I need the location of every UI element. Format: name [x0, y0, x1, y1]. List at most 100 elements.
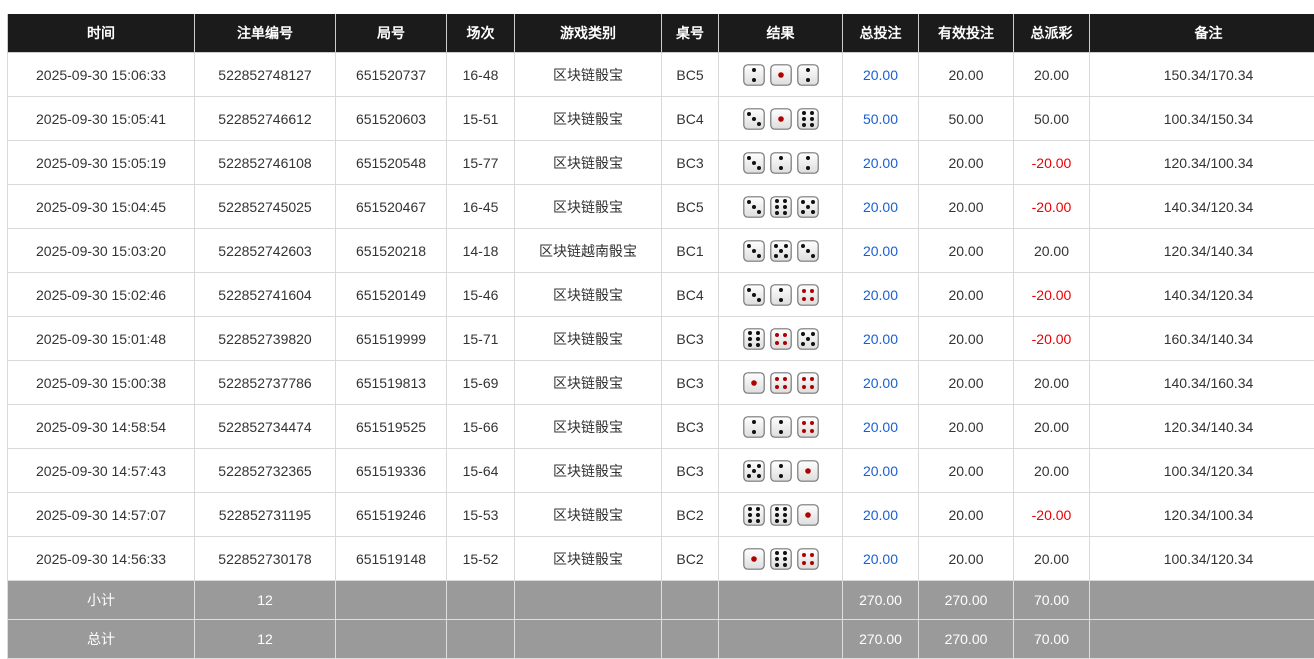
result-cell — [719, 229, 843, 273]
session-cell: 15-77 — [447, 141, 515, 185]
empty-cell — [447, 620, 515, 659]
total-total-bet: 270.00 — [843, 620, 919, 659]
remark-cell: 120.34/140.34 — [1090, 229, 1314, 273]
dice-result — [743, 240, 819, 262]
empty-cell — [515, 620, 662, 659]
session-cell: 15-69 — [447, 361, 515, 405]
total-bet-cell: 20.00 — [843, 493, 919, 537]
die-face-2-icon — [797, 64, 819, 86]
die-face-1-icon — [770, 108, 792, 130]
round-id-cell: 651519525 — [336, 405, 447, 449]
round-id-cell: 651520603 — [336, 97, 447, 141]
game-type-cell: 区块链骰宝 — [515, 493, 662, 537]
total-bet-cell: 20.00 — [843, 273, 919, 317]
die-face-1-icon — [797, 460, 819, 482]
die-face-4-icon — [770, 328, 792, 350]
session-cell: 15-71 — [447, 317, 515, 361]
payout-cell: 20.00 — [1014, 405, 1090, 449]
valid-bet-cell: 20.00 — [919, 361, 1014, 405]
bet-id-cell: 522852730178 — [195, 537, 336, 581]
result-cell — [719, 537, 843, 581]
bet-records-table: 时间注单编号局号场次游戏类别桌号结果总投注有效投注总派彩备注 2025-09-3… — [7, 14, 1314, 659]
valid-bet-cell: 20.00 — [919, 53, 1014, 97]
total-label: 总计 — [8, 620, 195, 659]
game-type-cell: 区块链骰宝 — [515, 53, 662, 97]
empty-cell — [447, 581, 515, 620]
bet-id-cell: 522852734474 — [195, 405, 336, 449]
remark-cell: 150.34/170.34 — [1090, 53, 1314, 97]
bet-id-cell: 522852745025 — [195, 185, 336, 229]
dice-result — [743, 108, 819, 130]
die-face-2-icon — [770, 284, 792, 306]
table-id-cell: BC5 — [662, 53, 719, 97]
bet-time-cell: 2025-09-30 15:05:41 — [8, 97, 195, 141]
game-type-cell: 区块链骰宝 — [515, 405, 662, 449]
remark-cell: 140.34/120.34 — [1090, 273, 1314, 317]
table-id-cell: BC3 — [662, 449, 719, 493]
die-face-6-icon — [743, 328, 765, 350]
round-id-cell: 651519813 — [336, 361, 447, 405]
empty-cell — [336, 620, 447, 659]
total-bet-cell: 20.00 — [843, 537, 919, 581]
bet-id-cell: 522852739820 — [195, 317, 336, 361]
empty-cell — [662, 620, 719, 659]
bet-time-cell: 2025-09-30 14:57:07 — [8, 493, 195, 537]
remark-cell: 140.34/120.34 — [1090, 185, 1314, 229]
dice-result — [743, 372, 819, 394]
dice-result — [743, 460, 819, 482]
bet-time-cell: 2025-09-30 14:58:54 — [8, 405, 195, 449]
round-id-cell: 651519336 — [336, 449, 447, 493]
result-cell — [719, 317, 843, 361]
column-header: 桌号 — [662, 14, 719, 53]
result-cell — [719, 97, 843, 141]
bet-time-cell: 2025-09-30 15:03:20 — [8, 229, 195, 273]
round-id-cell: 651519148 — [336, 537, 447, 581]
total-row: 总计 12 270.00 270.00 70.00 — [8, 620, 1314, 659]
bet-time-cell: 2025-09-30 15:02:46 — [8, 273, 195, 317]
valid-bet-cell: 20.00 — [919, 405, 1014, 449]
column-header: 游戏类别 — [515, 14, 662, 53]
game-type-cell: 区块链骰宝 — [515, 273, 662, 317]
die-face-6-icon — [743, 504, 765, 526]
subtotal-valid-bet: 270.00 — [919, 581, 1014, 620]
empty-cell — [719, 581, 843, 620]
valid-bet-cell: 20.00 — [919, 273, 1014, 317]
column-header: 场次 — [447, 14, 515, 53]
dice-result — [743, 152, 819, 174]
bet-time-cell: 2025-09-30 15:04:45 — [8, 185, 195, 229]
die-face-4-icon — [797, 416, 819, 438]
round-id-cell: 651519246 — [336, 493, 447, 537]
total-bet-cell: 20.00 — [843, 449, 919, 493]
valid-bet-cell: 20.00 — [919, 449, 1014, 493]
empty-cell — [336, 581, 447, 620]
table-id-cell: BC2 — [662, 537, 719, 581]
remark-cell: 120.34/100.34 — [1090, 141, 1314, 185]
column-header: 局号 — [336, 14, 447, 53]
result-cell — [719, 185, 843, 229]
column-header: 结果 — [719, 14, 843, 53]
session-cell: 15-64 — [447, 449, 515, 493]
payout-cell: 20.00 — [1014, 229, 1090, 273]
die-face-3-icon — [797, 240, 819, 262]
payout-cell: -20.00 — [1014, 317, 1090, 361]
valid-bet-cell: 20.00 — [919, 141, 1014, 185]
subtotal-total-bet: 270.00 — [843, 581, 919, 620]
bet-time-cell: 2025-09-30 15:00:38 — [8, 361, 195, 405]
die-face-6-icon — [770, 504, 792, 526]
dice-result — [743, 328, 819, 350]
remark-cell: 120.34/100.34 — [1090, 493, 1314, 537]
die-face-3-icon — [743, 284, 765, 306]
payout-cell: -20.00 — [1014, 493, 1090, 537]
result-cell — [719, 53, 843, 97]
total-bet-cell: 20.00 — [843, 361, 919, 405]
die-face-3-icon — [743, 152, 765, 174]
bet-time-cell: 2025-09-30 14:56:33 — [8, 537, 195, 581]
column-header: 总投注 — [843, 14, 919, 53]
payout-cell: 20.00 — [1014, 361, 1090, 405]
bet-time-cell: 2025-09-30 14:57:43 — [8, 449, 195, 493]
